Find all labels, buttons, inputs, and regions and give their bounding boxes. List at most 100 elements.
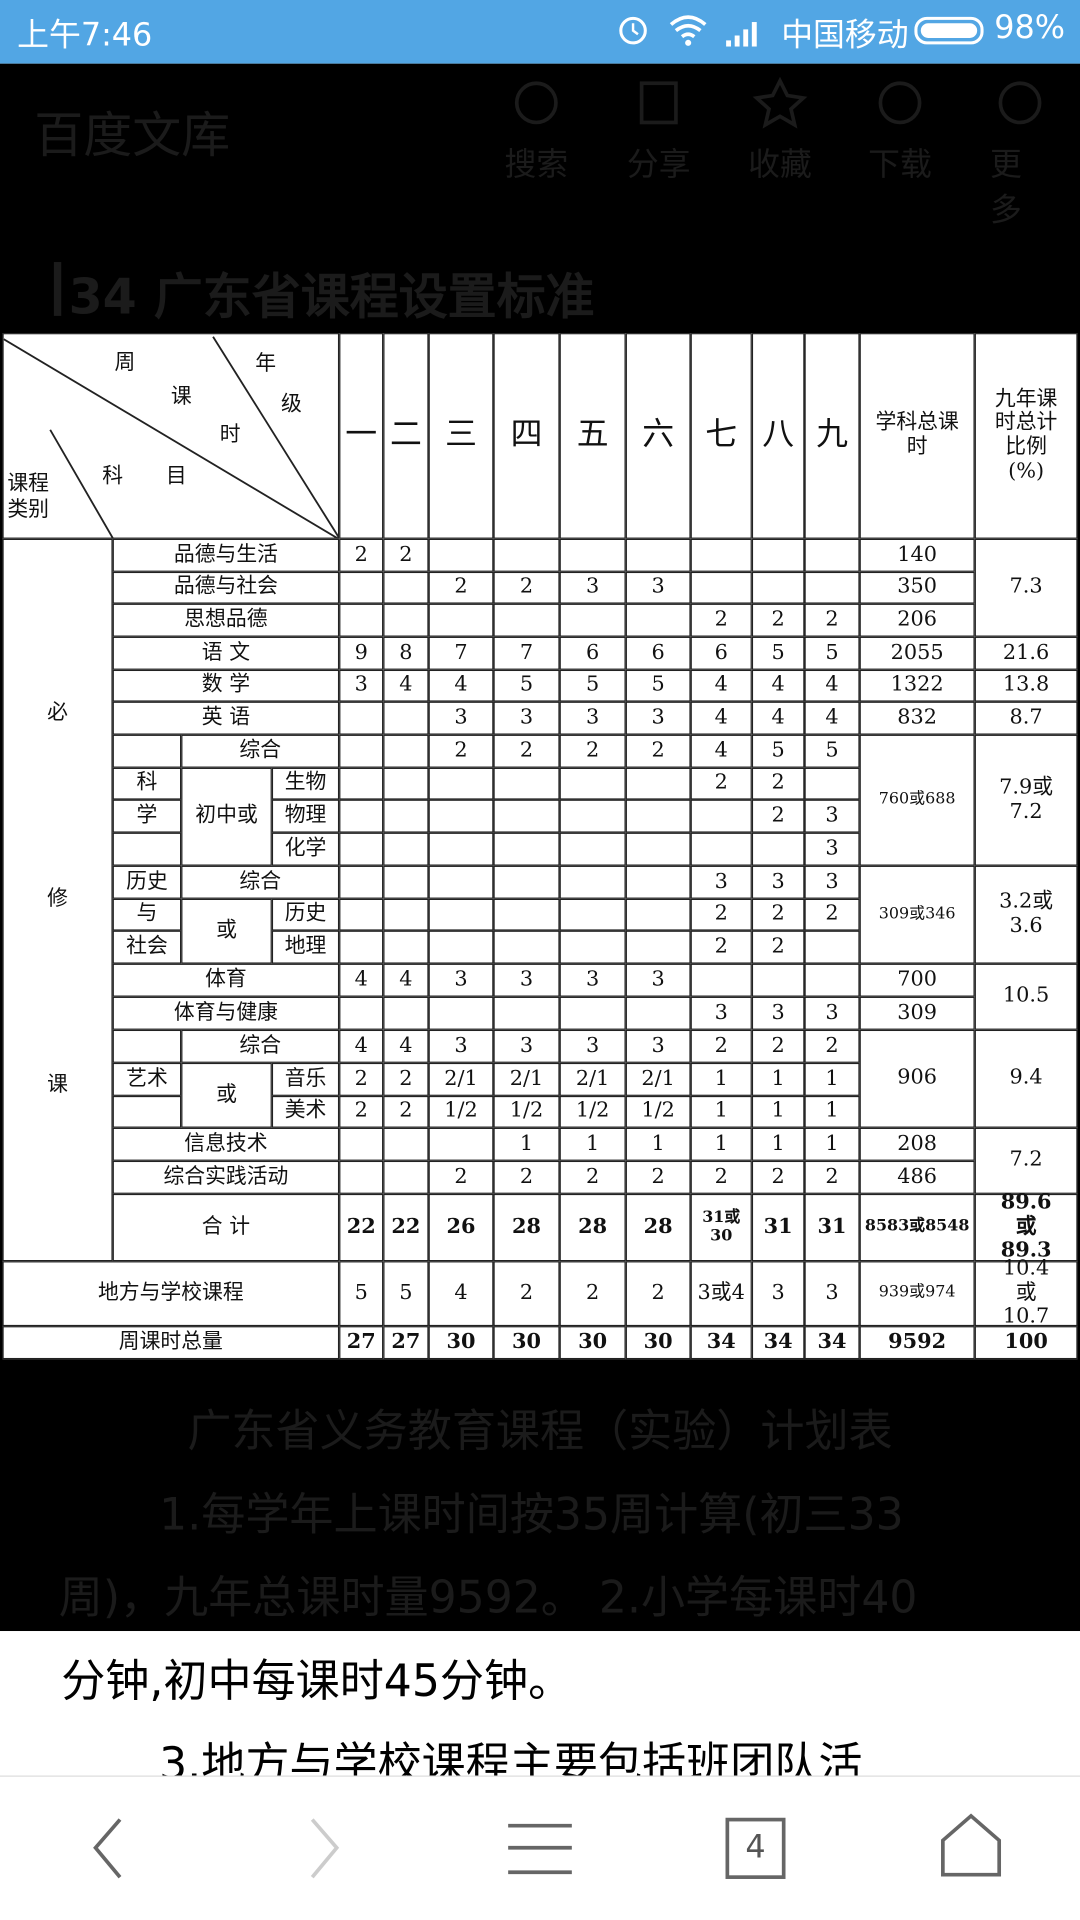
action-label[interactable]: 收藏 bbox=[748, 146, 812, 184]
hours-cell bbox=[339, 571, 384, 604]
hours-cell: 4 bbox=[690, 669, 752, 702]
hours-cell: 2 bbox=[690, 1029, 752, 1063]
total-cell: 208 bbox=[859, 1127, 975, 1161]
hours-cell: 27 bbox=[339, 1326, 384, 1360]
hours-cell: 5 bbox=[804, 734, 860, 768]
corner-label: 时 bbox=[219, 422, 241, 448]
action-label[interactable]: 下载 bbox=[868, 146, 932, 184]
hours-cell: 9 bbox=[339, 636, 384, 670]
subject-cell: 数 学 bbox=[112, 669, 340, 702]
corner-label: 课 bbox=[170, 384, 192, 410]
hours-cell bbox=[339, 734, 384, 768]
total-cell: 700 bbox=[859, 963, 975, 997]
hours-cell: 1/2 bbox=[559, 1095, 626, 1128]
hours-cell: 3 bbox=[804, 832, 860, 866]
hours-cell: 3 bbox=[493, 701, 560, 735]
grade-header: 四 bbox=[493, 333, 560, 539]
hours-cell bbox=[751, 963, 805, 997]
subject-cell: 信息技术 bbox=[112, 1127, 340, 1161]
subject-cell: 语 文 bbox=[112, 636, 340, 670]
corner-cell: 周课时 年级科 目 课程 类别 bbox=[2, 333, 341, 540]
hours-cell bbox=[690, 799, 752, 833]
hours-cell bbox=[493, 767, 560, 800]
grade-header: 二 bbox=[383, 333, 429, 539]
hours-cell: 2 bbox=[690, 603, 752, 637]
hours-cell bbox=[383, 898, 429, 931]
paragraph-line: 1.每学年上课时间按35周计算(初三33 bbox=[159, 1490, 904, 1541]
hours-cell: 1 bbox=[804, 1127, 860, 1161]
action-label[interactable]: 更多 bbox=[990, 146, 1022, 229]
subject-cell: 历史 bbox=[112, 865, 182, 899]
blank-cell bbox=[112, 1095, 182, 1128]
hours-cell bbox=[339, 930, 384, 964]
hours-cell: 22 bbox=[383, 1193, 429, 1262]
hours-cell: 7 bbox=[428, 636, 494, 670]
total-cell: 1322 bbox=[859, 669, 975, 702]
hours-cell bbox=[428, 1127, 494, 1161]
hours-cell bbox=[428, 538, 494, 572]
home-button[interactable] bbox=[941, 1813, 1002, 1877]
subject-cell: 地理 bbox=[271, 930, 340, 964]
hours-cell bbox=[559, 930, 626, 964]
hours-cell bbox=[383, 930, 429, 964]
hours-cell: 4 bbox=[383, 963, 429, 997]
hours-cell bbox=[559, 603, 626, 637]
hours-cell: 31 bbox=[804, 1193, 860, 1262]
ratio-cell: 8.7 bbox=[974, 701, 1078, 735]
hours-cell: 1 bbox=[751, 1062, 805, 1096]
hours-cell: 2 bbox=[751, 930, 805, 964]
menu-button[interactable] bbox=[508, 1823, 572, 1875]
title-bar bbox=[53, 262, 62, 316]
ratio-cell: 7.3 bbox=[974, 538, 1078, 637]
hours-cell: 28 bbox=[559, 1193, 626, 1262]
hours-cell bbox=[383, 1127, 429, 1161]
total-cell: 939或974 bbox=[859, 1261, 975, 1327]
hours-cell: 3 bbox=[804, 996, 860, 1030]
hours-cell: 34 bbox=[804, 1326, 860, 1360]
diagonal-line bbox=[3, 338, 341, 540]
tab-count[interactable]: 4 bbox=[745, 1829, 766, 1867]
hours-cell: 4 bbox=[428, 1261, 494, 1327]
hours-cell: 1 bbox=[804, 1095, 860, 1128]
hours-cell: 2 bbox=[559, 734, 626, 768]
hours-cell: 2 bbox=[383, 538, 429, 572]
back-button[interactable] bbox=[93, 1818, 122, 1879]
hours-cell bbox=[428, 767, 494, 800]
hours-cell bbox=[625, 996, 691, 1030]
subject-cell: 音乐 bbox=[271, 1062, 340, 1096]
hours-cell: 3或4 bbox=[690, 1261, 752, 1327]
hours-cell bbox=[428, 832, 494, 866]
forward-button[interactable] bbox=[310, 1818, 340, 1879]
action-label[interactable]: 分享 bbox=[626, 146, 691, 184]
hours-cell bbox=[493, 832, 560, 866]
grade-header: 三 bbox=[428, 333, 494, 539]
hours-cell: 5 bbox=[625, 669, 691, 702]
hours-cell bbox=[383, 734, 429, 768]
hours-cell: 4 bbox=[383, 1029, 429, 1063]
subject-cell: 科 bbox=[112, 767, 182, 800]
hours-cell bbox=[625, 898, 691, 931]
subject-cell: 地方与学校课程 bbox=[2, 1261, 340, 1327]
corner-label: 科 bbox=[102, 464, 124, 489]
hours-cell bbox=[559, 898, 626, 931]
hours-cell bbox=[339, 701, 384, 735]
paragraph-line: 分钟,初中每课时45分钟。 bbox=[61, 1656, 573, 1707]
tabs-button[interactable] bbox=[725, 1817, 786, 1879]
ratio-cell: 100 bbox=[974, 1326, 1078, 1360]
subject-cell: 或 bbox=[181, 898, 272, 964]
action-label[interactable]: 搜索 bbox=[504, 146, 569, 184]
category-char: 必 bbox=[47, 700, 68, 726]
hours-cell bbox=[383, 571, 429, 604]
subject-cell: 与 bbox=[112, 898, 182, 931]
hours-cell: 31或30 bbox=[690, 1193, 752, 1262]
ratio-cell: 9.4 bbox=[974, 1029, 1078, 1128]
hours-cell: 2 bbox=[690, 930, 752, 964]
subject-cell: 物理 bbox=[271, 799, 340, 833]
hours-cell: 2 bbox=[690, 1160, 752, 1194]
total-header: 学科总课时 bbox=[859, 333, 975, 539]
doc-title: 34 广东省课程设置标准 bbox=[68, 269, 595, 326]
hours-cell: 4 bbox=[804, 701, 860, 735]
hours-cell: 3 bbox=[428, 1029, 494, 1063]
hours-cell: 31 bbox=[751, 1193, 805, 1262]
